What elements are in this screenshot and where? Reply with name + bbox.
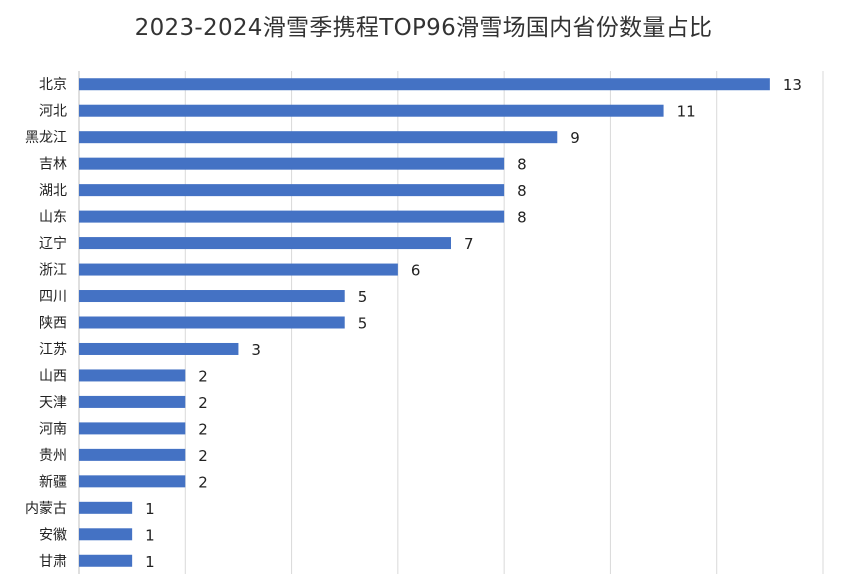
category-label: 贵州 — [39, 448, 67, 464]
data-label: 1 — [145, 553, 155, 571]
bar — [79, 501, 133, 514]
bar — [79, 237, 451, 250]
bar — [79, 422, 186, 435]
data-label: 2 — [198, 394, 208, 412]
category-label: 北京 — [39, 77, 67, 93]
category-label: 内蒙古 — [25, 501, 67, 517]
bar — [79, 369, 186, 382]
data-label: 8 — [517, 182, 527, 200]
data-label: 1 — [145, 526, 155, 544]
data-label: 7 — [464, 235, 474, 253]
category-label: 天津 — [39, 395, 67, 411]
data-label: 11 — [677, 103, 696, 121]
category-label: 江苏 — [39, 342, 67, 358]
bar — [79, 157, 505, 170]
data-label: 2 — [198, 447, 208, 465]
category-label: 山西 — [39, 368, 67, 384]
bar — [79, 78, 770, 91]
data-label: 8 — [517, 156, 527, 174]
category-label: 新疆 — [39, 474, 67, 490]
bar — [79, 210, 505, 223]
data-label: 9 — [570, 129, 580, 147]
category-label: 陕西 — [39, 316, 67, 332]
bar — [79, 263, 398, 276]
data-label: 3 — [251, 341, 261, 359]
category-label: 四川 — [39, 289, 67, 305]
category-label: 河北 — [39, 104, 67, 120]
bar — [79, 448, 186, 461]
category-label: 河南 — [39, 421, 67, 437]
category-label: 黑龙江 — [25, 130, 67, 146]
category-label: 湖北 — [39, 183, 67, 199]
data-label: 2 — [198, 473, 208, 491]
data-label: 6 — [411, 262, 421, 280]
bar — [79, 554, 133, 567]
bar — [79, 184, 505, 197]
bar — [79, 475, 186, 488]
data-label: 2 — [198, 367, 208, 385]
bar — [79, 104, 664, 117]
category-label: 山东 — [39, 210, 67, 226]
category-label: 吉林 — [39, 157, 67, 173]
bar — [79, 316, 345, 329]
data-label: 8 — [517, 209, 527, 227]
data-label: 13 — [783, 76, 802, 94]
bar — [79, 395, 186, 408]
chart-title: 2023-2024滑雪季携程TOP96滑雪场国内省份数量占比 — [134, 15, 713, 41]
bar — [79, 342, 239, 355]
data-label: 2 — [198, 420, 208, 438]
category-label: 辽宁 — [39, 235, 67, 252]
data-label: 5 — [358, 315, 368, 333]
category-label: 甘肃 — [39, 554, 67, 570]
data-label: 5 — [358, 288, 368, 306]
bar — [79, 131, 558, 144]
bar — [79, 528, 133, 541]
category-label: 浙江 — [39, 263, 67, 279]
category-label: 安徽 — [39, 527, 67, 543]
bar — [79, 290, 345, 303]
data-label: 1 — [145, 500, 155, 518]
